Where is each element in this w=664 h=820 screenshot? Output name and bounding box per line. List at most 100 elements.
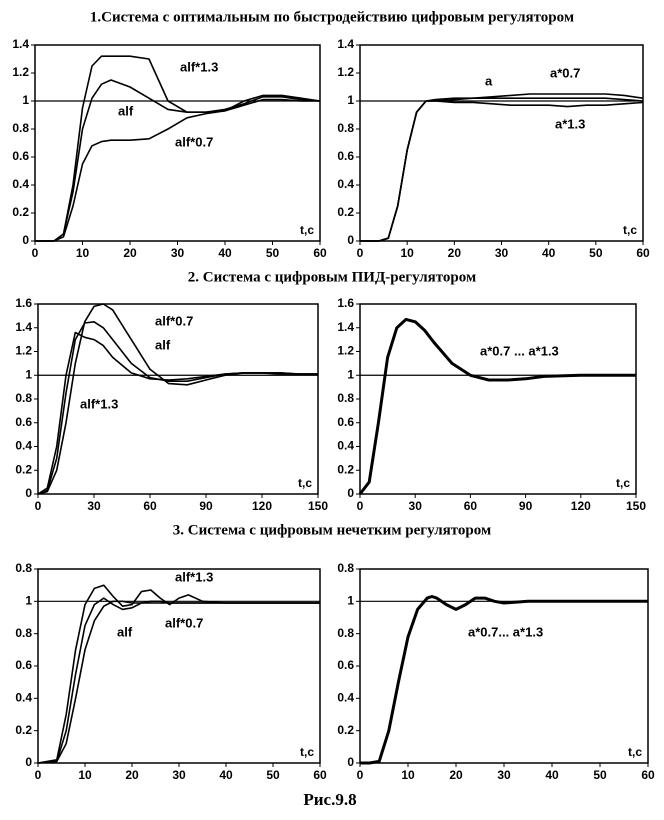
y-tick-label: 0.6 [337, 658, 354, 672]
section-title: 2. Система с цифровым ПИД-регулятором [188, 269, 476, 285]
y-tick-label: 0.6 [15, 658, 32, 672]
y-tick-label: 0.2 [15, 462, 32, 476]
x-tick-label: 30 [495, 246, 509, 260]
y-tick-label: 1.2 [337, 344, 354, 358]
x-axis-label: t,c [623, 223, 637, 237]
series-label: a [485, 73, 493, 88]
series-line [35, 79, 321, 242]
y-tick-label: 0 [347, 233, 354, 247]
x-tick-label: 20 [448, 246, 462, 260]
y-tick-label: 1.2 [15, 344, 32, 358]
series-label: alf [118, 103, 134, 118]
y-tick-label: 0.2 [12, 205, 29, 219]
y-tick-label: 0.2 [337, 462, 354, 476]
plot-frame [359, 303, 637, 495]
plot-frame [359, 44, 644, 242]
y-tick-label: 0 [22, 233, 29, 247]
series-label: a*1.3 [555, 116, 585, 131]
series-label: alf*0.7 [175, 134, 213, 149]
y-tick-label: 0.8 [15, 561, 32, 575]
y-tick-label: 1.4 [337, 37, 354, 51]
section-title: 1.Система с оптимальным по быстродействи… [90, 9, 574, 25]
x-tick-label: 150 [626, 499, 646, 513]
x-tick-label: 30 [409, 499, 423, 513]
series-line [35, 55, 320, 242]
y-tick-label: 1.6 [15, 296, 32, 310]
y-tick-label: 1.4 [337, 320, 354, 334]
y-tick-label: 0.4 [337, 691, 354, 705]
x-tick-label: 30 [172, 768, 186, 782]
x-tick-label: 0 [357, 499, 364, 513]
y-tick-label: 0.4 [12, 177, 29, 191]
x-tick-label: 60 [641, 768, 655, 782]
y-tick-label: 0.8 [337, 391, 354, 405]
x-tick-label: 0 [35, 499, 42, 513]
x-tick-label: 0 [35, 768, 42, 782]
x-tick-label: 10 [400, 246, 414, 260]
y-tick-label: 1 [347, 594, 354, 608]
y-tick-label: 0 [25, 755, 32, 769]
y-tick-label: 1.4 [15, 320, 32, 334]
y-tick-label: 0 [347, 486, 354, 500]
series-line [360, 100, 644, 242]
y-tick-label: 0.8 [15, 626, 32, 640]
y-tick-label: 0.4 [15, 439, 32, 453]
y-tick-label: 0.6 [337, 149, 354, 163]
y-tick-label: 0.2 [337, 723, 354, 737]
x-tick-label: 40 [545, 768, 559, 782]
x-tick-label: 120 [571, 499, 591, 513]
series-line [37, 584, 320, 764]
x-tick-label: 40 [218, 246, 232, 260]
series-line [360, 93, 644, 242]
y-tick-label: 0 [25, 486, 32, 500]
series-label: alf*0.7 [155, 313, 193, 328]
x-tick-label: 20 [449, 768, 463, 782]
x-tick-label: 50 [266, 246, 280, 260]
x-tick-label: 30 [87, 499, 101, 513]
x-tick-label: 60 [313, 246, 327, 260]
x-tick-label: 30 [497, 768, 511, 782]
x-tick-label: 40 [542, 246, 556, 260]
x-tick-label: 40 [219, 768, 233, 782]
x-tick-label: 0 [32, 246, 39, 260]
x-axis-label: t,c [628, 745, 642, 759]
y-tick-label: 0.2 [337, 205, 354, 219]
x-tick-label: 50 [589, 246, 603, 260]
x-tick-label: 150 [308, 499, 328, 513]
y-tick-label: 0.4 [337, 439, 354, 453]
x-tick-label: 20 [125, 768, 139, 782]
x-tick-label: 60 [464, 499, 478, 513]
annotation: a*0.7 ... a*1.3 [480, 343, 559, 358]
series-label: alf [117, 624, 133, 639]
y-tick-label: 1 [347, 367, 354, 381]
caption: Рис.9.8 [303, 790, 356, 809]
section-title: 3. Система с цифровым нечетким регулятор… [173, 522, 491, 538]
series-label: alf*1.3 [180, 59, 218, 74]
x-tick-label: 10 [78, 768, 92, 782]
series-label: alf [155, 337, 171, 352]
x-tick-label: 30 [171, 246, 185, 260]
y-tick-label: 0.8 [15, 391, 32, 405]
x-tick-label: 20 [123, 246, 137, 260]
y-tick-label: 0 [347, 755, 354, 769]
y-tick-label: 1.6 [337, 296, 354, 310]
y-tick-label: 1.4 [12, 37, 29, 51]
x-axis-label: t,c [616, 476, 630, 490]
series-line [35, 94, 321, 242]
series-label: a*0.7 [550, 65, 580, 80]
y-tick-label: 1.2 [12, 65, 29, 79]
y-tick-label: 0.4 [15, 691, 32, 705]
x-tick-label: 0 [357, 246, 364, 260]
series-line [360, 97, 644, 242]
series-label: alf*1.3 [80, 396, 118, 411]
x-tick-label: 90 [199, 499, 213, 513]
x-axis-label: t,c [300, 745, 314, 759]
y-tick-label: 0.6 [12, 149, 29, 163]
y-tick-label: 1.2 [337, 65, 354, 79]
x-tick-label: 90 [519, 499, 533, 513]
x-tick-label: 50 [266, 768, 280, 782]
x-tick-label: 120 [252, 499, 272, 513]
series-label: alf*1.3 [175, 569, 213, 584]
series-line [37, 331, 318, 495]
x-tick-label: 60 [636, 246, 650, 260]
